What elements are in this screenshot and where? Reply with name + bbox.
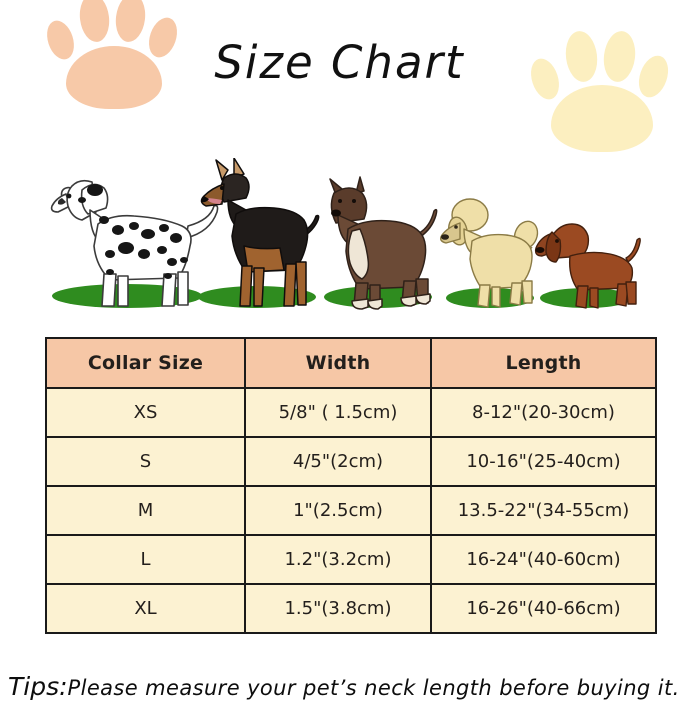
cell-width: 1"(2.5cm) (244, 485, 432, 536)
cell-length: 13.5-22"(34-55cm) (430, 485, 657, 536)
doberman-figure (200, 158, 320, 307)
table-row: L 1.2"(3.2cm) 16-24"(40-60cm) (45, 534, 657, 585)
cell-collar-size: XL (45, 583, 246, 634)
dog-illustration-poodle (440, 195, 544, 310)
table-row: XL 1.5"(3.8cm) 16-26"(40-66cm) (45, 583, 657, 634)
paw-print-left-icon (42, 0, 182, 114)
dog-illustration-doberman (188, 158, 326, 310)
column-header-length: Length (430, 337, 657, 389)
dog-illustration-dachshund (534, 210, 644, 310)
poodle-figure (440, 198, 539, 308)
size-chart-table: Collar Size Width Length XS 5/8" ( 1.5cm… (45, 337, 657, 634)
paw-pad (66, 46, 162, 109)
paw-pad (551, 85, 653, 152)
dog-illustration-dalmatian (38, 150, 220, 310)
dog-illustration-pitbull (316, 175, 442, 310)
table-row: S 4/5"(2cm) 10-16"(25-40cm) (45, 436, 657, 487)
cell-length: 16-26"(40-66cm) (430, 583, 657, 634)
table-row: XS 5/8" ( 1.5cm) 8-12"(20-30cm) (45, 387, 657, 438)
tips-footer: Tips:Please measure your pet’s neck leng… (8, 672, 679, 701)
cell-width: 1.5"(3.8cm) (244, 583, 432, 634)
tips-text: Please measure your pet’s neck length be… (67, 676, 679, 700)
cell-collar-size: L (45, 534, 246, 585)
column-header-width: Width (244, 337, 432, 389)
table-header-row: Collar Size Width Length (45, 337, 657, 389)
cell-collar-size: S (45, 436, 246, 487)
cell-collar-size: M (45, 485, 246, 536)
cell-length: 16-24"(40-60cm) (430, 534, 657, 585)
paw-print-right-icon (526, 28, 674, 156)
dachshund-figure (534, 223, 641, 309)
dog-illustration-band (0, 125, 679, 310)
cell-width: 5/8" ( 1.5cm) (244, 387, 432, 438)
pitbull-figure (329, 176, 438, 310)
dalmatian-figure (50, 179, 219, 307)
table-row: M 1"(2.5cm) 13.5-22"(34-55cm) (45, 485, 657, 536)
cell-length: 10-16"(25-40cm) (430, 436, 657, 487)
tips-label: Tips: (8, 672, 68, 701)
cell-length: 8-12"(20-30cm) (430, 387, 657, 438)
column-header-collar-size: Collar Size (45, 337, 246, 389)
cell-collar-size: XS (45, 387, 246, 438)
cell-width: 4/5"(2cm) (244, 436, 432, 487)
page-title: Size Chart (214, 36, 465, 89)
cell-width: 1.2"(3.2cm) (244, 534, 432, 585)
